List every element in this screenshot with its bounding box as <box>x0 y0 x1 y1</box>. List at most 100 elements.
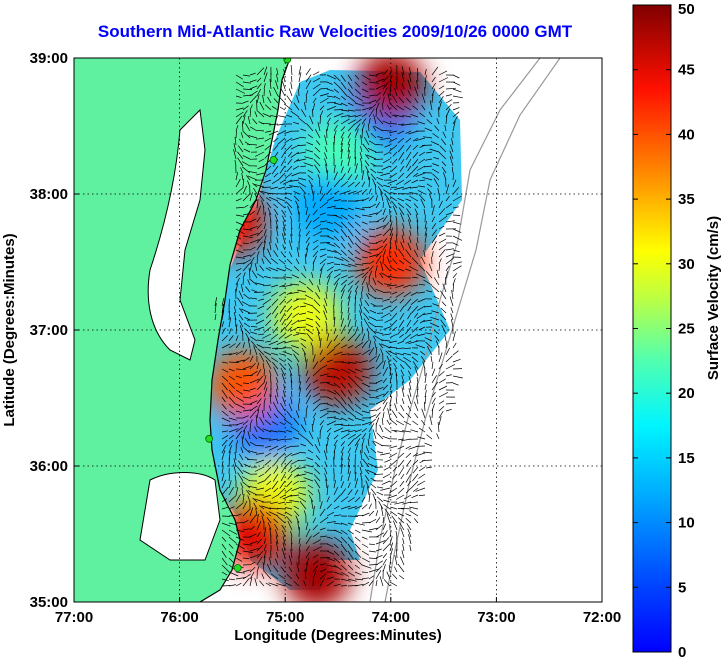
velocity-vector <box>451 138 454 146</box>
velocity-vector <box>274 214 279 223</box>
velocity-vector <box>340 235 345 242</box>
velocity-vector <box>235 335 239 342</box>
velocity-vector <box>266 517 272 524</box>
velocity-vector <box>297 459 307 462</box>
velocity-vector <box>431 310 440 314</box>
velocity-vector <box>305 90 309 97</box>
velocity-vector <box>290 151 300 158</box>
velocity-vector <box>415 172 426 177</box>
velocity-vector <box>389 123 398 125</box>
velocity-vector <box>407 528 412 538</box>
velocity-vector <box>280 251 286 258</box>
velocity-vector <box>319 527 326 531</box>
velocity-vector <box>354 174 359 181</box>
velocity-vector <box>286 186 293 189</box>
velocity-vector <box>340 382 346 389</box>
velocity-vector <box>221 424 232 427</box>
velocity-vector <box>228 543 234 549</box>
velocity-vector <box>375 240 383 244</box>
velocity-vector <box>375 144 384 146</box>
velocity-vector <box>286 573 293 580</box>
velocity-vector <box>221 467 224 475</box>
velocity-vector <box>256 445 265 447</box>
velocity-vector <box>452 88 462 93</box>
velocity-vector <box>347 375 356 383</box>
velocity-vector <box>237 145 244 153</box>
velocity-vector <box>326 432 331 440</box>
velocity-vector <box>347 434 356 440</box>
velocity-vector <box>392 357 398 363</box>
velocity-vector <box>354 410 363 416</box>
velocity-vector <box>431 94 434 104</box>
velocity-vector <box>249 349 252 356</box>
velocity-vector <box>300 128 307 132</box>
velocity-vector <box>284 582 293 587</box>
velocity-vector <box>415 137 426 142</box>
velocity-vector <box>312 97 317 104</box>
velocity-vector <box>415 243 419 251</box>
velocity-vector <box>301 109 307 118</box>
velocity-vector <box>391 291 398 295</box>
velocity-vector <box>421 104 426 111</box>
velocity-vector <box>274 523 279 531</box>
velocity-vector <box>365 130 370 139</box>
velocity-vector <box>361 512 370 517</box>
velocity-vector <box>271 352 279 356</box>
velocity-vector <box>445 408 452 412</box>
velocity-vector <box>421 408 426 419</box>
velocity-vector <box>300 424 307 433</box>
velocity-vector <box>290 64 293 76</box>
velocity-vector <box>306 141 314 146</box>
velocity-vector <box>241 173 244 181</box>
velocity-vector <box>315 315 321 321</box>
velocity-vector <box>361 536 368 540</box>
velocity-vector <box>431 391 436 398</box>
velocity-vector <box>228 382 236 389</box>
velocity-vector <box>269 438 279 441</box>
velocity-vector <box>382 360 386 370</box>
velocity-vector <box>263 346 272 349</box>
velocity-vector <box>361 360 368 363</box>
velocity-vector <box>256 83 262 90</box>
velocity-vector <box>279 421 286 426</box>
velocity-vector <box>409 510 419 517</box>
velocity-vector <box>326 520 336 524</box>
velocity-vector <box>249 370 258 377</box>
velocity-vector <box>400 556 405 566</box>
velocity-vector <box>263 473 272 482</box>
velocity-vector <box>340 417 348 422</box>
velocity-vector <box>452 186 460 195</box>
velocity-vector <box>333 88 339 93</box>
velocity-vector <box>449 296 454 307</box>
velocity-vector <box>384 263 391 272</box>
velocity-vector <box>228 578 236 581</box>
velocity-vector <box>452 95 463 99</box>
velocity-vector <box>274 395 279 405</box>
velocity-vector <box>333 119 339 125</box>
velocity-vector <box>234 317 237 328</box>
velocity-vector <box>411 179 419 184</box>
velocity-vector <box>299 480 307 483</box>
velocity-vector <box>298 492 307 496</box>
velocity-vector <box>256 545 263 552</box>
velocity-vector <box>391 515 398 524</box>
velocity-vector <box>221 550 227 558</box>
velocity-vector <box>347 410 357 418</box>
velocity-vector <box>375 250 383 258</box>
velocity-vector <box>340 228 348 238</box>
velocity-vector <box>291 349 300 356</box>
velocity-vector <box>347 319 351 328</box>
velocity-vector <box>259 265 265 272</box>
x-tick-label: 76:00 <box>160 609 198 626</box>
velocity-vector <box>409 545 412 552</box>
velocity-vector <box>368 212 378 216</box>
velocity-vector <box>445 374 452 377</box>
velocity-vector <box>431 368 436 377</box>
velocity-vector <box>228 480 232 489</box>
velocity-vector <box>326 81 333 85</box>
velocity-vector <box>249 540 258 545</box>
velocity-vector <box>276 267 286 272</box>
velocity-vector <box>392 151 398 157</box>
velocity-vector <box>221 564 230 573</box>
velocity-vector <box>361 410 370 414</box>
